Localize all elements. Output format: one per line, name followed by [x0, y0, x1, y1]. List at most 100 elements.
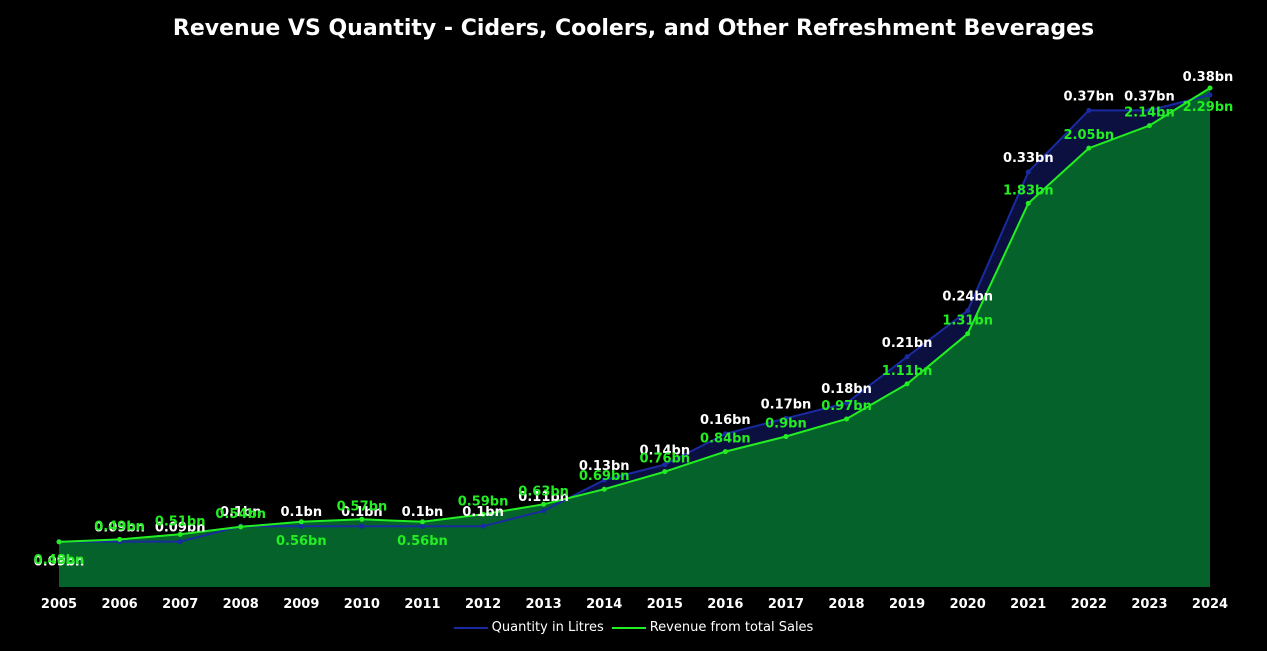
revenue-label-2022: 2.05bn: [1064, 128, 1115, 143]
revenue-point-2024: [1207, 85, 1213, 91]
revenue-point-2018: [844, 416, 850, 422]
quantity-label-2023: 0.37bn: [1124, 89, 1175, 104]
quantity-point-2013: [541, 508, 547, 514]
quantity-label-2020: 0.24bn: [942, 290, 993, 305]
x-tick-2006: 2006: [101, 597, 137, 612]
quantity-label-2021: 0.33bn: [1003, 151, 1054, 166]
x-tick-2018: 2018: [828, 597, 864, 612]
x-tick-2022: 2022: [1071, 597, 1107, 612]
revenue-label-2020: 1.31bn: [942, 314, 993, 329]
quantity-label-2007: 0.09bn: [155, 521, 206, 536]
quantity-point-2014: [601, 477, 607, 483]
quantity-point-2022: [1086, 107, 1092, 113]
x-tick-2008: 2008: [223, 597, 259, 612]
revenue-line: [58, 87, 1211, 543]
revenue-label-2010: 0.57bn: [337, 499, 388, 514]
legend-label-quantity: Quantity in Litres: [491, 620, 604, 635]
legend-swatch-quantity: [453, 626, 488, 629]
quantity-point-2018: [844, 400, 850, 406]
revenue-label-2012: 0.59bn: [458, 494, 509, 509]
quantity-label-2008: 0.1bn: [220, 505, 262, 520]
revenue-label-2011: 0.56bn: [397, 534, 448, 549]
revenue-point-2008: [238, 524, 244, 530]
quantity-label-2022: 0.37bn: [1064, 89, 1115, 104]
quantity-label-2010: 0.1bn: [341, 505, 383, 520]
revenue-label-2019: 1.11bn: [882, 364, 933, 379]
revenue-point-2007: [177, 531, 183, 537]
revenue-point-2017: [783, 434, 789, 440]
quantity-point-2010: [359, 523, 365, 529]
revenue-area: [59, 88, 1210, 587]
quantity-label-2018: 0.18bn: [821, 382, 872, 397]
revenue-label-2009: 0.56bn: [276, 534, 327, 549]
x-tick-2007: 2007: [162, 597, 198, 612]
quantity-label-2017: 0.17bn: [761, 397, 812, 412]
quantity-label-2006: 0.09bn: [94, 521, 145, 536]
revenue-point-2023: [1146, 123, 1152, 129]
x-tick-2023: 2023: [1131, 597, 1167, 612]
revenue-label-2015: 0.76bn: [639, 452, 690, 467]
x-tick-2015: 2015: [647, 597, 683, 612]
x-tick-2012: 2012: [465, 597, 501, 612]
quantity-point-2015: [662, 462, 668, 468]
revenue-label-2008: 0.54bn: [215, 507, 266, 522]
quantity-label-2005: 0.09bn: [34, 555, 85, 570]
quantity-label-2014: 0.13bn: [579, 459, 630, 474]
quantity-label-2012: 0.1bn: [462, 505, 504, 520]
legend: Quantity in Litres Revenue from total Sa…: [0, 620, 1267, 635]
x-tick-2024: 2024: [1192, 597, 1228, 612]
revenue-point-2010: [359, 516, 365, 522]
quantity-point-2020: [965, 308, 971, 314]
quantity-label-2024: 0.38bn: [1183, 70, 1234, 85]
x-tick-2014: 2014: [586, 597, 622, 612]
revenue-point-2009: [298, 519, 304, 525]
x-tick-2010: 2010: [344, 597, 380, 612]
x-tick-2021: 2021: [1010, 597, 1046, 612]
revenue-point-2006: [117, 536, 123, 542]
x-tick-2013: 2013: [526, 597, 562, 612]
revenue-label-2017: 0.9bn: [765, 417, 807, 432]
revenue-point-2021: [1025, 200, 1031, 206]
quantity-point-2011: [419, 523, 425, 529]
revenue-point-2005: [56, 539, 62, 545]
x-tick-2016: 2016: [707, 597, 743, 612]
x-tick-2020: 2020: [950, 597, 986, 612]
revenue-label-2021: 1.83bn: [1003, 183, 1054, 198]
quantity-point-2021: [1025, 169, 1031, 175]
quantity-point-2019: [904, 354, 910, 360]
legend-label-revenue: Revenue from total Sales: [649, 620, 814, 635]
revenue-label-2007: 0.51bn: [155, 514, 206, 529]
x-tick-2017: 2017: [768, 597, 804, 612]
revenue-label-2006: 0.49bn: [94, 519, 145, 534]
quantity-label-2009: 0.1bn: [281, 505, 323, 520]
revenue-point-2022: [1086, 145, 1092, 151]
quantity-label-2011: 0.1bn: [402, 505, 444, 520]
quantity-point-2007: [177, 539, 183, 545]
quantity-point-2023: [1146, 107, 1152, 113]
quantity-point-2016: [722, 431, 728, 437]
quantity-point-2009: [298, 523, 304, 529]
revenue-point-2013: [541, 501, 547, 507]
legend-swatch-revenue: [611, 626, 646, 629]
x-tick-2005: 2005: [41, 597, 77, 612]
legend-item-revenue[interactable]: Revenue from total Sales: [611, 620, 814, 635]
revenue-point-2012: [480, 511, 486, 517]
x-tick-2011: 2011: [404, 597, 440, 612]
revenue-point-2019: [904, 381, 910, 387]
legend-item-quantity[interactable]: Quantity in Litres: [453, 620, 604, 635]
revenue-point-2020: [965, 331, 971, 337]
revenue-label-2005: 0.48bn: [34, 553, 85, 568]
revenue-point-2014: [601, 486, 607, 492]
quantity-label-2015: 0.14bn: [639, 444, 690, 459]
revenue-point-2011: [419, 519, 425, 525]
revenue-label-2024: 2.29bn: [1183, 100, 1234, 115]
revenue-point-2015: [662, 469, 668, 475]
revenue-point-2016: [722, 449, 728, 455]
quantity-label-2019: 0.21bn: [882, 336, 933, 351]
quantity-label-2016: 0.16bn: [700, 413, 751, 428]
revenue-label-2016: 0.84bn: [700, 432, 751, 447]
quantity-point-2012: [480, 523, 486, 529]
quantity-label-2013: 0.11bn: [518, 490, 569, 505]
x-tick-2019: 2019: [889, 597, 925, 612]
